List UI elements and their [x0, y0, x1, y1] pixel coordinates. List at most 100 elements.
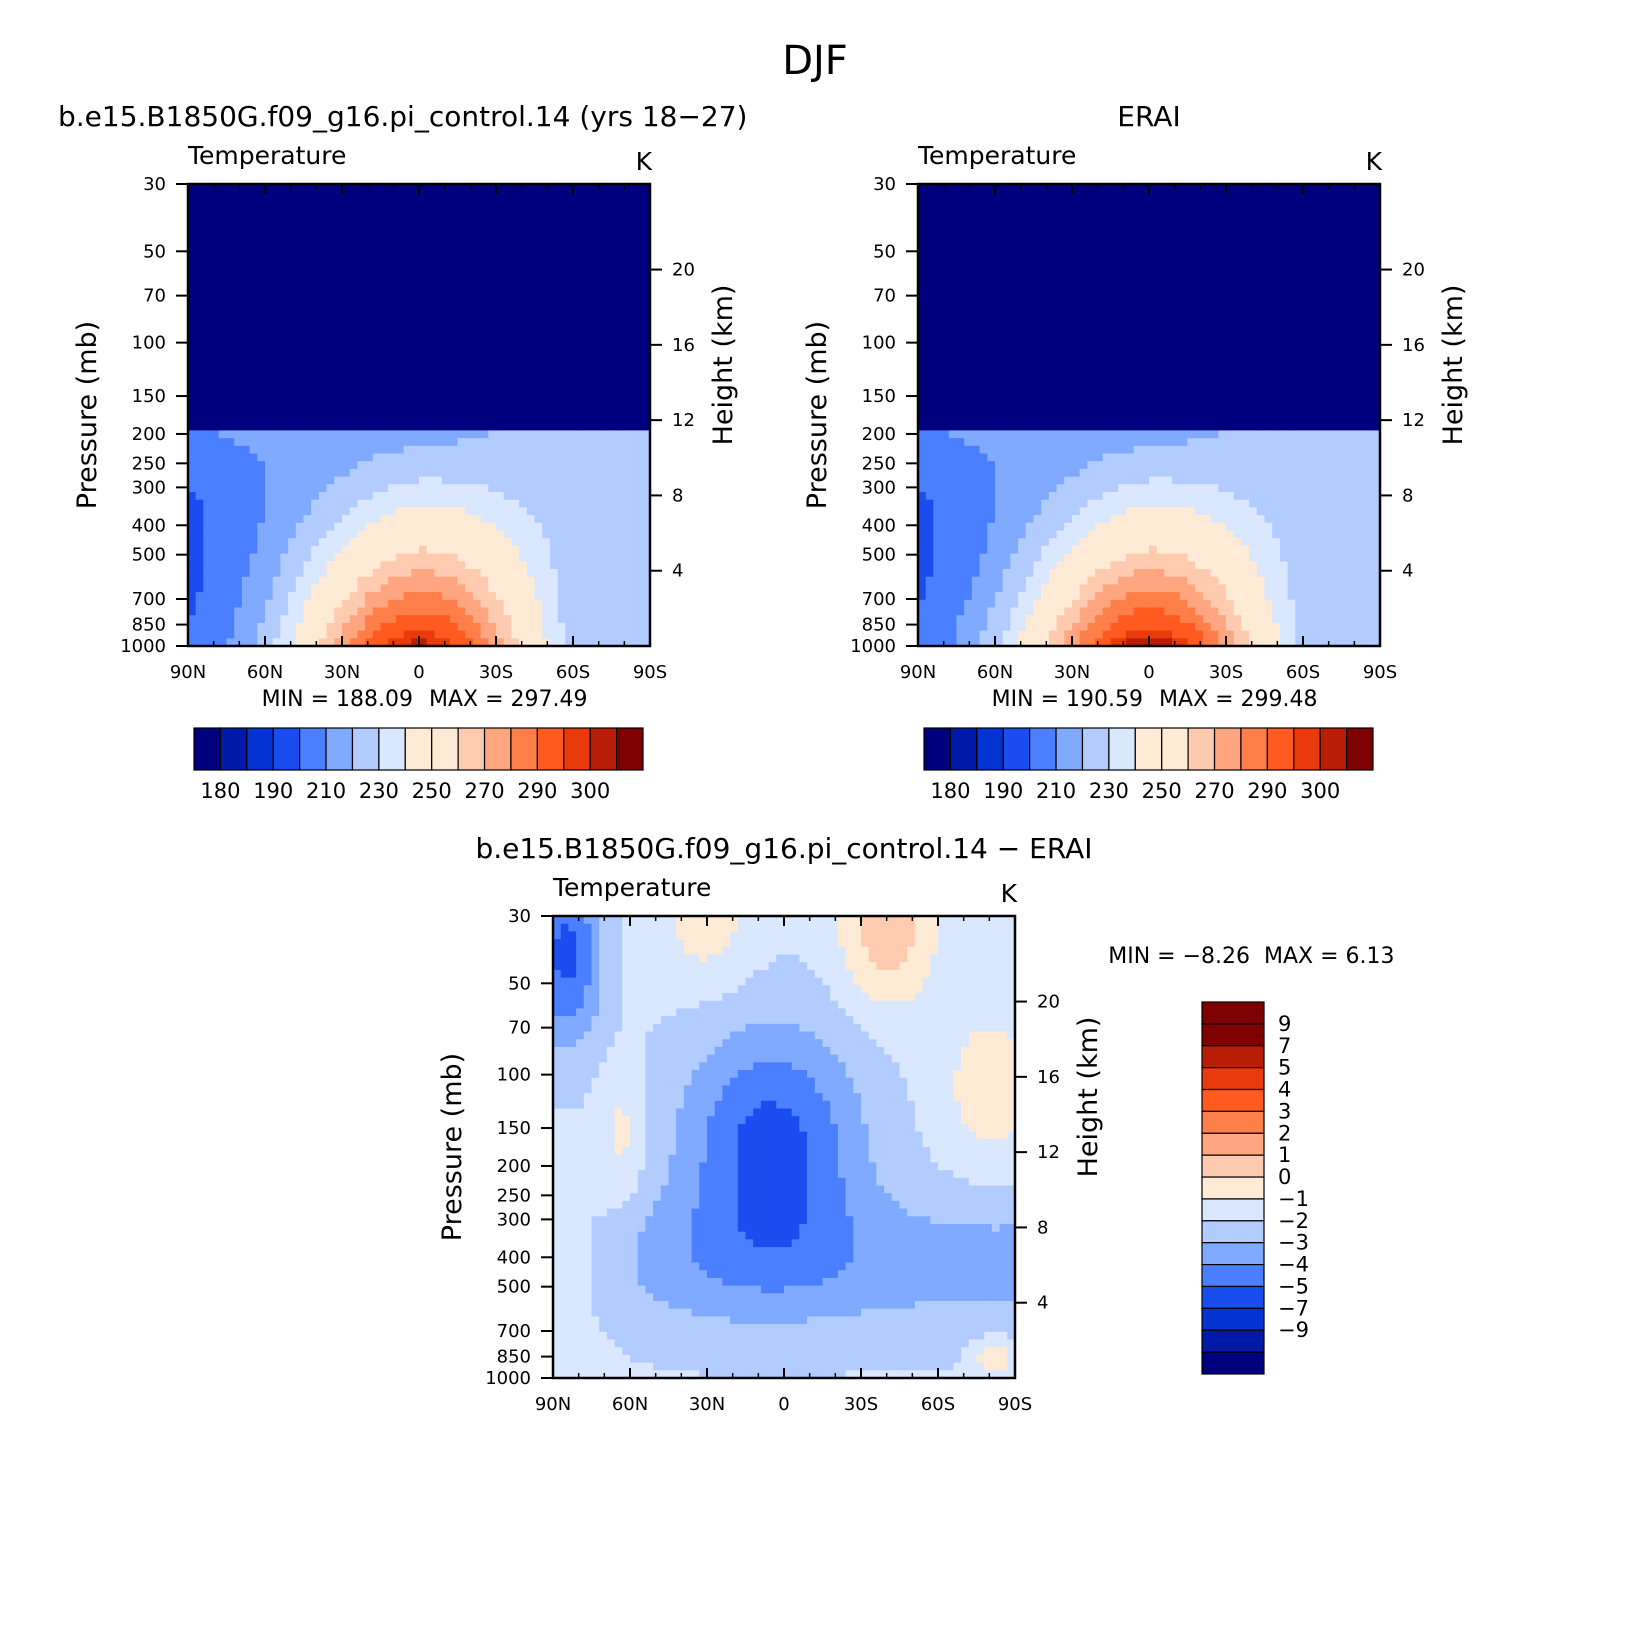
contour-cell [956, 199, 965, 208]
contour-cell [472, 376, 482, 385]
contour-cell [1025, 445, 1035, 455]
contour-cell [365, 538, 374, 547]
contour-cell [971, 299, 981, 308]
contour-cell [995, 422, 1004, 431]
contour-cell [342, 445, 351, 455]
contour-cell [619, 445, 628, 455]
contour-cell [488, 237, 497, 247]
contour-cell [303, 484, 312, 493]
contour-cell [503, 430, 512, 439]
contour-cell [1041, 553, 1050, 562]
contour-cell [195, 276, 204, 285]
contour-cell [1056, 307, 1065, 316]
contour-cell [1072, 484, 1081, 493]
contour-cell [318, 338, 328, 347]
contour-cell [971, 638, 981, 647]
contour-cell [311, 476, 320, 485]
contour-cell [956, 584, 965, 593]
contour-cell [948, 345, 958, 354]
contour-cell [1002, 237, 1011, 247]
contour-cell [226, 607, 235, 616]
contour-cell [280, 630, 289, 639]
contour-cell [557, 322, 566, 331]
contour-cell [611, 461, 620, 470]
contour-cell [1018, 484, 1027, 493]
contour-cell [457, 569, 466, 578]
contour-cell [249, 584, 258, 593]
contour-cell [303, 584, 312, 593]
contour-cell [295, 207, 305, 216]
contour-cell [526, 399, 536, 408]
contour-cell [580, 245, 589, 254]
contour-cell [272, 468, 281, 478]
contour-cell [419, 284, 428, 293]
contour-cell [573, 499, 582, 508]
contour-cell [1056, 338, 1065, 347]
contour-cell [573, 584, 582, 593]
contour-cell [241, 307, 251, 316]
contour-cell [388, 361, 397, 370]
contour-cell [933, 561, 942, 570]
contour-cell [503, 630, 512, 639]
contour-cell [303, 607, 312, 616]
contour-cell [326, 407, 335, 416]
contour-cell [411, 484, 420, 493]
contour-cell [1033, 207, 1042, 216]
contour-cell [1018, 553, 1027, 562]
contour-cell [434, 222, 443, 231]
contour-cell [626, 230, 636, 239]
contour-cell [1064, 230, 1073, 239]
contour-cell [573, 507, 582, 516]
contour-cell [480, 507, 489, 516]
contour-cell [357, 545, 366, 555]
contour-cell [234, 522, 243, 532]
contour-cell [549, 268, 559, 277]
contour-cell [925, 291, 934, 301]
contour-cell [342, 607, 351, 616]
contour-cell [203, 322, 212, 331]
contour-cell [557, 284, 566, 293]
contour-cell [526, 607, 536, 616]
contour-cell [395, 445, 405, 455]
contour-cell [465, 338, 474, 347]
contour-cell [511, 615, 520, 624]
contour-cell [303, 322, 312, 331]
contour-cell [411, 222, 420, 231]
contour-cell [195, 461, 204, 470]
contour-cell [1025, 376, 1035, 385]
contour-cell [626, 484, 636, 493]
contour-cell [1064, 461, 1073, 470]
contour-cell [249, 468, 258, 478]
contour-cell [1033, 391, 1042, 401]
contour-cell [1033, 507, 1042, 516]
contour-cell [388, 553, 397, 562]
contour-cell [611, 191, 620, 200]
contour-cell [426, 515, 435, 524]
contour-cell [941, 338, 950, 347]
contour-cell [634, 322, 643, 331]
contour-cell [234, 299, 243, 308]
contour-cell [288, 530, 297, 539]
contour-cell [380, 576, 389, 585]
contour-cell [395, 214, 405, 224]
contour-cell [542, 384, 551, 393]
contour-cell [488, 453, 497, 462]
contour-cell [234, 638, 243, 647]
contour-cell [295, 638, 305, 647]
contour-cell [457, 245, 466, 254]
contour-cell [619, 276, 628, 285]
contour-cell [403, 622, 412, 632]
contour-cell [1002, 314, 1011, 324]
contour-cell [534, 430, 543, 439]
contour-cell [241, 384, 251, 393]
contour-cell [426, 184, 435, 193]
contour-cell [1072, 284, 1081, 293]
contour-cell [411, 384, 420, 393]
contour-cell [203, 476, 212, 485]
contour-cell [557, 522, 566, 532]
contour-cell [342, 615, 351, 624]
contour-cell [419, 276, 428, 285]
contour-cell [411, 230, 420, 239]
contour-cell [203, 561, 212, 570]
contour-cell [303, 492, 312, 501]
